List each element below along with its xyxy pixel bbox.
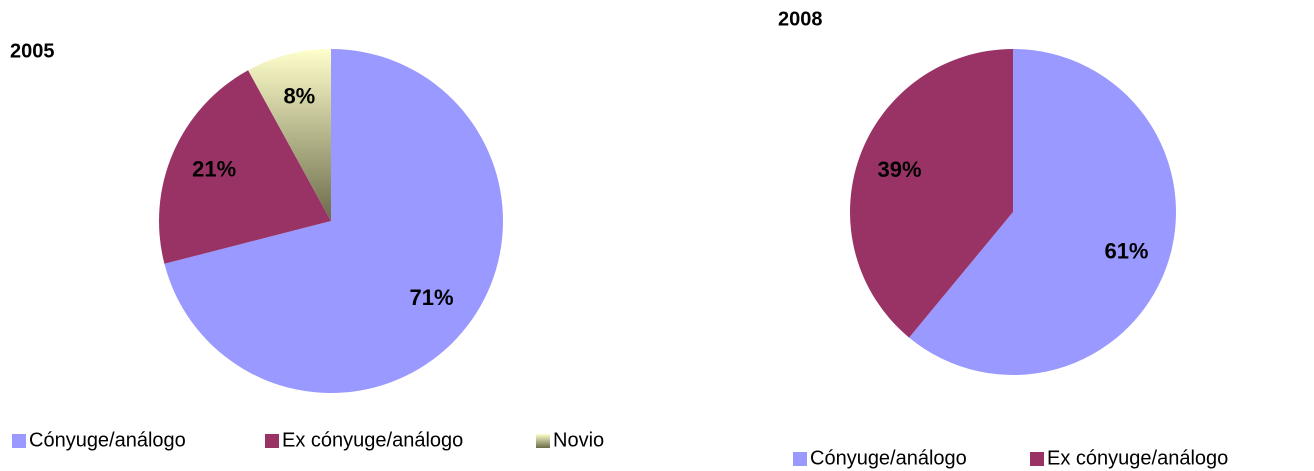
legend-label: Ex cónyuge/análogo <box>282 429 463 451</box>
pie-slice <box>850 49 1013 338</box>
data-label: 21% <box>192 156 236 181</box>
legend-swatch <box>265 434 279 448</box>
data-label: 39% <box>877 157 921 182</box>
legend-label: Ex cónyuge/análogo <box>1047 447 1228 469</box>
chart-title: 2008 <box>778 8 823 30</box>
legend-swatch <box>536 434 550 448</box>
data-label: 71% <box>410 285 454 310</box>
legend-label: Novio <box>553 429 604 451</box>
legend-swatch <box>1030 452 1044 466</box>
pie-slice <box>909 49 1176 375</box>
pie-slice <box>248 49 331 221</box>
data-label: 8% <box>283 84 315 109</box>
legend-swatch <box>793 452 807 466</box>
legend-label: Cónyuge/análogo <box>810 447 967 469</box>
legend-swatch <box>12 434 26 448</box>
legend-label: Cónyuge/análogo <box>29 429 186 451</box>
chart-title: 2005 <box>10 40 55 62</box>
pie-slice <box>158 70 331 264</box>
pie-slice <box>164 49 504 393</box>
data-label: 61% <box>1104 239 1148 264</box>
